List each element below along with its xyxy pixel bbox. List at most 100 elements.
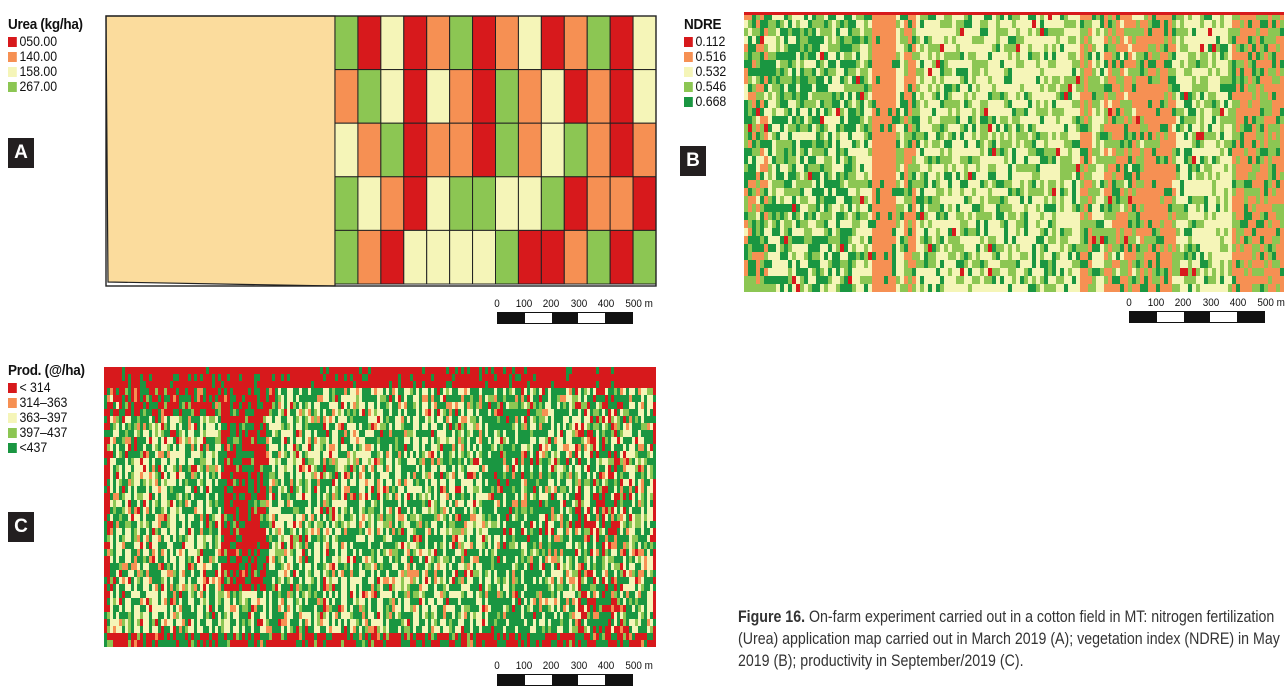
- ndre-pixel: [788, 116, 792, 124]
- ndre-pixel: [892, 60, 896, 68]
- ndre-pixel: [852, 244, 856, 252]
- ndre-pixel: [1152, 52, 1156, 60]
- ndre-pixel: [828, 212, 832, 220]
- ndre-pixel: [1092, 252, 1096, 260]
- ndre-pixel: [792, 68, 796, 76]
- ndre-pixel: [960, 140, 964, 148]
- ndre-pixel: [1192, 36, 1196, 44]
- ndre-pixel: [1128, 76, 1132, 84]
- ndre-pixel: [1184, 68, 1188, 76]
- ndre-pixel: [1268, 20, 1272, 28]
- ndre-pixel: [772, 52, 776, 60]
- ndre-pixel: [1160, 196, 1164, 204]
- ndre-pixel: [1056, 20, 1060, 28]
- ndre-pixel: [784, 156, 788, 164]
- ndre-pixel: [1024, 252, 1028, 260]
- ndre-pixel: [904, 44, 908, 52]
- ndre-pixel: [1016, 228, 1020, 236]
- ndre-pixel: [748, 220, 752, 228]
- ndre-pixel: [1032, 12, 1036, 20]
- ndre-pixel: [772, 260, 776, 268]
- ndre-pixel: [1152, 124, 1156, 132]
- ndre-pixel: [964, 60, 968, 68]
- ndre-pixel: [1252, 284, 1256, 292]
- ndre-pixel: [928, 268, 932, 276]
- ndre-pixel: [876, 92, 880, 100]
- ndre-pixel: [1276, 100, 1280, 108]
- ndre-pixel: [1256, 252, 1260, 260]
- ndre-pixel: [1152, 204, 1156, 212]
- ndre-pixel: [1276, 172, 1280, 180]
- ndre-pixel: [1272, 124, 1276, 132]
- ndre-pixel: [1140, 212, 1144, 220]
- ndre-pixel: [1236, 108, 1240, 116]
- ndre-pixel: [908, 92, 912, 100]
- ndre-pixel: [1188, 36, 1192, 44]
- ndre-pixel: [984, 244, 988, 252]
- ndre-pixel: [1272, 220, 1276, 228]
- ndre-pixel: [820, 228, 824, 236]
- ndre-pixel: [1044, 252, 1048, 260]
- ndre-pixel: [1232, 92, 1236, 100]
- ndre-pixel: [852, 100, 856, 108]
- ndre-pixel: [1260, 212, 1264, 220]
- ndre-pixel: [816, 60, 820, 68]
- ndre-pixel: [1232, 156, 1236, 164]
- ndre-pixel: [1224, 44, 1228, 52]
- ndre-pixel: [796, 84, 800, 92]
- ndre-pixel: [792, 260, 796, 268]
- ndre-pixel: [1148, 36, 1152, 44]
- ndre-pixel: [828, 148, 832, 156]
- ndre-pixel: [756, 228, 760, 236]
- ndre-pixel: [1056, 92, 1060, 100]
- ndre-pixel: [1004, 92, 1008, 100]
- ndre-pixel: [1104, 132, 1108, 140]
- ndre-pixel: [984, 156, 988, 164]
- ndre-pixel: [1260, 196, 1264, 204]
- ndre-pixel: [1128, 204, 1132, 212]
- ndre-pixel: [784, 84, 788, 92]
- ndre-pixel: [1068, 148, 1072, 156]
- ndre-pixel: [1280, 76, 1284, 84]
- ndre-pixel: [992, 148, 996, 156]
- ndre-pixel: [1216, 148, 1220, 156]
- ndre-pixel: [804, 76, 808, 84]
- ndre-pixel: [992, 164, 996, 172]
- ndre-pixel: [848, 68, 852, 76]
- ndre-pixel: [1204, 60, 1208, 68]
- trial-plot: [380, 15, 405, 71]
- ndre-pixel: [1140, 108, 1144, 116]
- ndre-pixel: [804, 108, 808, 116]
- ndre-pixel: [836, 28, 840, 36]
- ndre-pixel: [816, 276, 820, 284]
- ndre-pixel: [1192, 276, 1196, 284]
- ndre-pixel: [1052, 12, 1056, 20]
- ndre-pixel: [1016, 132, 1020, 140]
- ndre-pixel: [1192, 164, 1196, 172]
- ndre-pixel: [888, 212, 892, 220]
- ndre-pixel: [1088, 132, 1092, 140]
- ndre-pixel: [912, 140, 916, 148]
- ndre-pixel: [1148, 20, 1152, 28]
- ndre-pixel: [1212, 180, 1216, 188]
- ndre-pixel: [1216, 84, 1220, 92]
- ndre-pixel: [880, 148, 884, 156]
- ndre-pixel: [808, 140, 812, 148]
- ndre-pixel: [1088, 156, 1092, 164]
- ndre-pixel: [1220, 220, 1224, 228]
- ndre-pixel: [788, 20, 792, 28]
- ndre-pixel: [772, 132, 776, 140]
- ndre-pixel: [1112, 52, 1116, 60]
- ndre-pixel: [1192, 124, 1196, 132]
- ndre-pixel: [1032, 252, 1036, 260]
- ndre-pixel: [816, 196, 820, 204]
- ndre-pixel: [1224, 220, 1228, 228]
- ndre-pixel: [1276, 180, 1280, 188]
- ndre-pixel: [876, 172, 880, 180]
- ndre-pixel: [1184, 252, 1188, 260]
- ndre-pixel: [1040, 228, 1044, 236]
- ndre-pixel: [1200, 220, 1204, 228]
- ndre-pixel: [816, 52, 820, 60]
- ndre-pixel: [1036, 12, 1040, 20]
- ndre-pixel: [896, 60, 900, 68]
